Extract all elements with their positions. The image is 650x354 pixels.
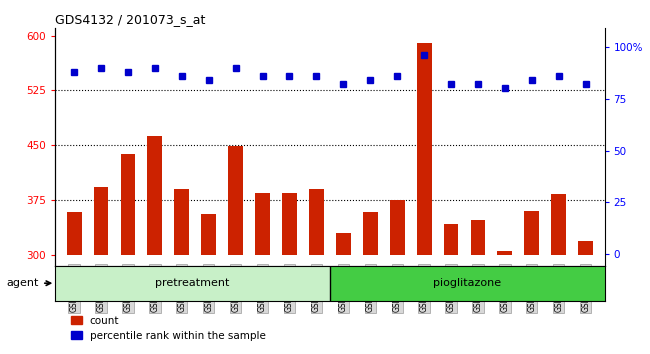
Text: GSM201830: GSM201830 <box>204 266 213 312</box>
Text: GSM201836: GSM201836 <box>366 266 375 312</box>
Bar <box>578 241 593 255</box>
Text: GSM201841: GSM201841 <box>500 266 510 312</box>
Text: GSM201542: GSM201542 <box>70 266 79 312</box>
Bar <box>525 211 540 255</box>
Text: pioglitazone: pioglitazone <box>433 278 501 288</box>
Text: GSM201831: GSM201831 <box>231 266 240 312</box>
Text: GDS4132 / 201073_s_at: GDS4132 / 201073_s_at <box>55 13 205 26</box>
FancyBboxPatch shape <box>55 266 330 301</box>
Text: GSM201834: GSM201834 <box>312 266 321 312</box>
Text: GSM201837: GSM201837 <box>393 266 402 312</box>
Text: GSM201838: GSM201838 <box>420 266 428 312</box>
Bar <box>444 224 458 255</box>
Text: GSM201844: GSM201844 <box>581 266 590 312</box>
Text: GSM201832: GSM201832 <box>258 266 267 312</box>
Text: GSM201840: GSM201840 <box>473 266 482 312</box>
Bar <box>551 194 566 255</box>
Bar <box>228 146 243 255</box>
Bar <box>120 154 135 255</box>
Bar <box>174 189 189 255</box>
Text: GSM201835: GSM201835 <box>339 266 348 312</box>
Legend: count, percentile rank within the sample: count, percentile rank within the sample <box>67 312 270 345</box>
Text: GSM201829: GSM201829 <box>177 266 187 312</box>
Text: agent: agent <box>6 278 51 288</box>
Text: GSM201839: GSM201839 <box>447 266 456 312</box>
Text: GSM201545: GSM201545 <box>150 266 159 312</box>
Bar <box>471 220 486 255</box>
Bar <box>336 233 351 255</box>
Text: GSM201543: GSM201543 <box>96 266 105 312</box>
Bar <box>363 212 378 255</box>
Text: GSM201842: GSM201842 <box>527 266 536 312</box>
Text: GSM201843: GSM201843 <box>554 266 564 312</box>
Bar <box>202 215 216 255</box>
Text: GSM201544: GSM201544 <box>124 266 133 312</box>
Bar <box>497 251 512 255</box>
Bar <box>67 212 81 255</box>
Bar <box>309 189 324 255</box>
Bar <box>148 136 162 255</box>
Bar <box>282 193 297 255</box>
Text: pretreatment: pretreatment <box>155 278 229 288</box>
FancyBboxPatch shape <box>330 266 604 301</box>
Bar <box>94 187 109 255</box>
Bar <box>390 200 404 255</box>
Text: GSM201833: GSM201833 <box>285 266 294 312</box>
Bar <box>417 43 432 255</box>
Bar <box>255 193 270 255</box>
